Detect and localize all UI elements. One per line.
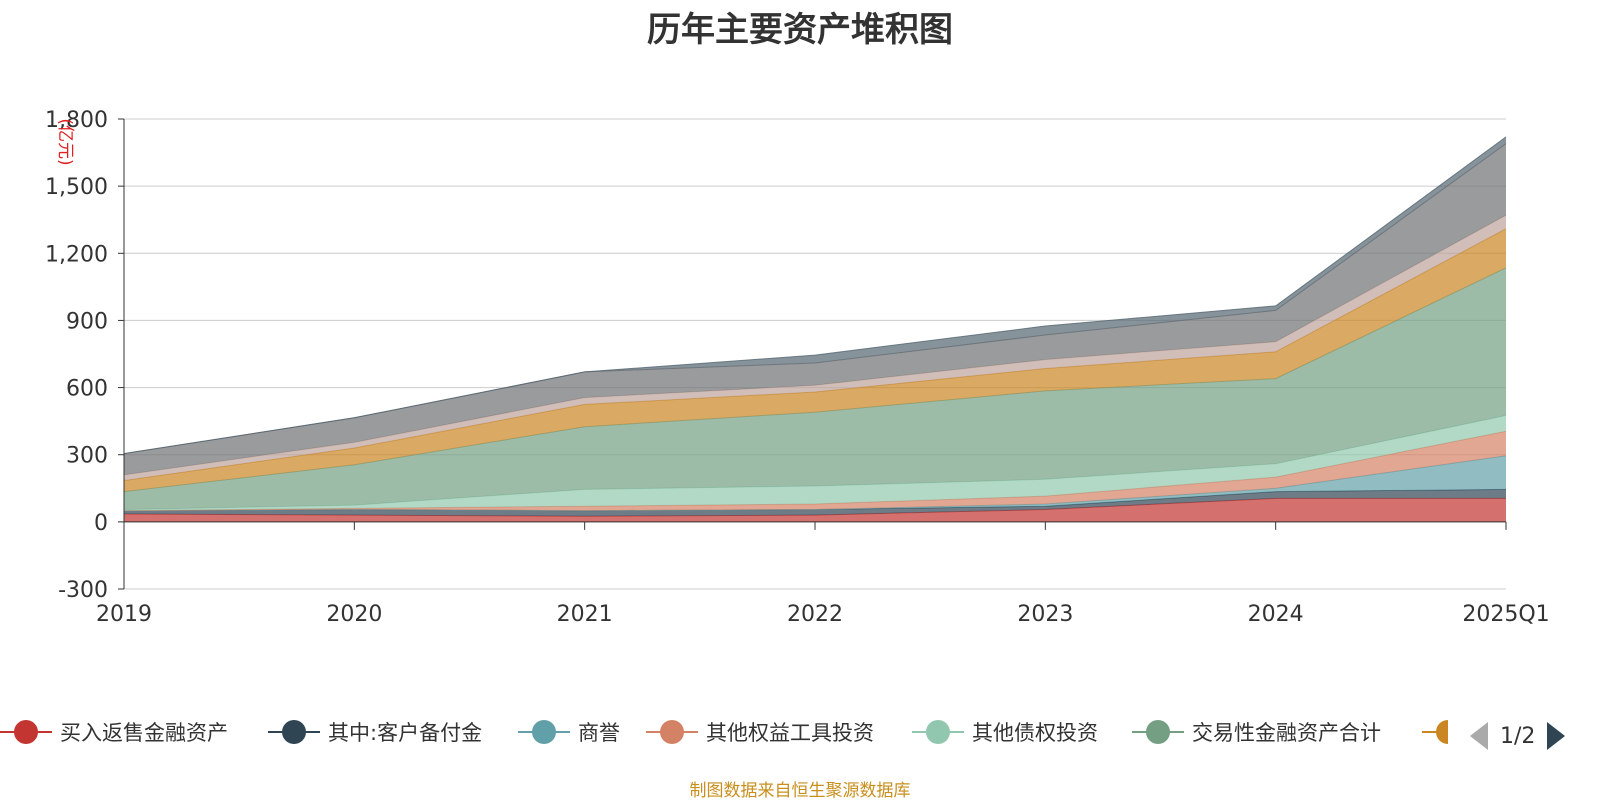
legend-marker-icon — [268, 712, 320, 752]
y-tick-label: 1,500 — [45, 175, 108, 200]
legend-item[interactable]: 其他债权投资 — [912, 712, 1098, 752]
y-tick-label: 0 — [94, 511, 108, 536]
x-tick-label: 2021 — [557, 602, 613, 627]
x-tick-label: 2019 — [96, 602, 152, 627]
legend-marker-icon — [0, 712, 52, 752]
x-tick-label: 2025Q1 — [1462, 602, 1549, 627]
source-note: 制图数据来自恒生聚源数据库 — [689, 781, 911, 801]
legend-page-indicator: 1/2 — [1500, 723, 1536, 749]
series-line — [123, 136, 1507, 455]
legend-item-label: 交易性金融资产合计 — [1192, 721, 1381, 745]
legend-item-label: 其他权益工具投资 — [706, 721, 874, 745]
x-tick-label: 2022 — [787, 602, 843, 627]
legend: 买入返售金融资产 其中:客户备付金 商誉 其他权益工具投资 其他债权投资 交易性金融资产合… — [0, 712, 1600, 752]
area-chart: -300 0 300 600 900 1,200 1,500 1,800 2019 2020 202… — [45, 108, 1550, 627]
legend-next-arrow-icon[interactable] — [1547, 722, 1566, 750]
legend-marker-icon — [518, 712, 570, 752]
series-area — [124, 143, 1506, 475]
legend-item[interactable] — [1422, 712, 1448, 752]
series-area — [124, 431, 1506, 511]
series-area — [124, 215, 1506, 481]
legend-pager: 1/2 — [1470, 720, 1566, 752]
series-area — [124, 489, 1506, 517]
legend-item-label: 买入返售金融资产 — [60, 721, 228, 745]
y-tick-label: 300 — [66, 444, 108, 469]
series-area — [124, 455, 1506, 511]
legend-marker-icon — [912, 712, 964, 752]
y-axis-label: (亿元) — [55, 118, 75, 165]
y-tick-label: 1,200 — [45, 242, 108, 267]
x-tick-label: 2023 — [1017, 602, 1073, 627]
legend-item[interactable]: 交易性金融资产合计 — [1132, 712, 1381, 752]
y-tick-label: 1,800 — [45, 108, 108, 133]
y-tick-label: 600 — [66, 377, 108, 402]
legend-item[interactable]: 买入返售金融资产 — [0, 712, 228, 752]
chart-title: 历年主要资产堆积图 — [647, 10, 953, 50]
y-tick-label: 900 — [66, 309, 108, 334]
series-area — [124, 267, 1506, 510]
legend-marker-icon — [646, 712, 698, 752]
series-area — [124, 228, 1506, 492]
legend-marker-icon — [1132, 712, 1184, 752]
x-tick-label: 2024 — [1248, 602, 1304, 627]
x-tick-label: 2020 — [326, 602, 382, 627]
series-area — [124, 415, 1506, 511]
legend-item-label: 其中:客户备付金 — [328, 721, 483, 745]
legend-item[interactable]: 其他权益工具投资 — [646, 712, 874, 752]
y-tick-label: -300 — [58, 578, 108, 603]
legend-prev-arrow-icon[interactable] — [1470, 722, 1488, 750]
legend-item-label: 其他债权投资 — [972, 721, 1098, 745]
legend-item[interactable]: 其中:客户备付金 — [268, 712, 482, 752]
legend-item-label: 商誉 — [578, 721, 620, 745]
legend-marker-icon — [1422, 712, 1448, 752]
legend-item[interactable]: 商誉 — [518, 712, 620, 752]
